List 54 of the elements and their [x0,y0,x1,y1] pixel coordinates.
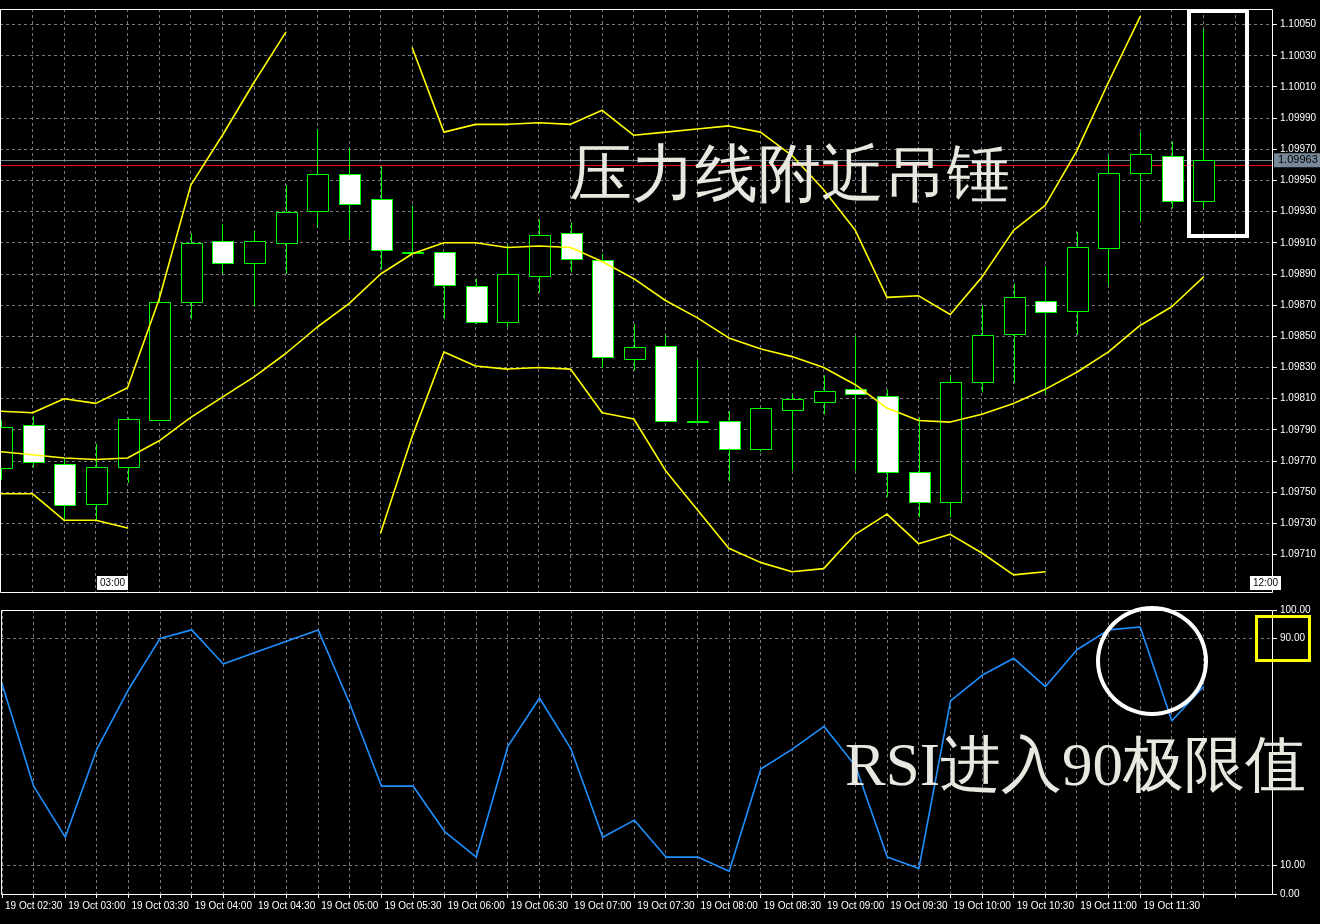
x-tick-label: 19 Oct 08:30 [763,899,822,911]
x-tick-label: 19 Oct 07:30 [637,899,696,911]
y-tick-label: 10.00 [1280,859,1306,871]
x-tick-label: 19 Oct 05:30 [384,899,443,911]
x-tick-label: 19 Oct 09:00 [827,899,885,911]
candlestick [624,323,646,372]
x-tick-label: 19 Oct 07:00 [574,899,632,911]
y-tick-label: 1.09910 [1280,236,1317,248]
candlestick [1035,265,1057,395]
x-tick-label: 19 Oct 02:30 [4,899,63,911]
y-tick-label: 1.09770 [1280,454,1317,466]
y-tick-label: 1.10050 [1280,18,1317,30]
x-tick-label: 19 Oct 11:00 [1080,899,1138,911]
y-tick-label: 1.09870 [1280,298,1317,310]
candlestick [814,374,836,415]
x-tick-label: 19 Oct 08:00 [700,899,759,911]
y-tick-label: 100.00 [1280,603,1312,615]
x-tick-label: 19 Oct 04:30 [257,899,316,911]
x-tick-label: 19 Oct 04:00 [194,899,253,911]
y-tick-label: 1.10010 [1280,80,1317,92]
candlestick [845,335,867,471]
y-tick-label: 1.09990 [1280,111,1317,123]
y-tick-label: 1.09970 [1280,143,1317,155]
candlestick [402,204,424,255]
candlestick [782,393,804,471]
x-tick-label: 19 Oct 11:30 [1143,899,1201,911]
y-tick-label: 1.09830 [1280,361,1317,373]
candlestick [1130,131,1152,222]
y-tick-label: 1.09750 [1280,485,1317,497]
x-tick-label: 19 Oct 10:30 [1016,899,1075,911]
y-tick-label: 1.09950 [1280,174,1317,186]
y-tick-label: 1.10030 [1280,49,1317,61]
y-tick-label: 1.09790 [1280,423,1317,435]
candlestick [244,229,266,308]
x-tick-label: 19 Oct 03:30 [131,899,190,911]
x-tick-label: 19 Oct 06:30 [510,899,569,911]
y-tick-label: 1.09850 [1280,330,1317,342]
text: 12:00 [1253,576,1279,588]
ref-line-label: 1.09963 [1278,153,1318,166]
candlestick [687,359,709,423]
annotation: 03:00 [100,576,126,588]
y-tick-label: 0.00 [1280,887,1300,899]
y-tick-label: 1.09890 [1280,267,1317,279]
x-tick-label: 19 Oct 06:00 [447,899,506,911]
candlestick [212,223,234,275]
y-tick-label: 1.09810 [1280,392,1317,404]
y-tick-label: 90.00 [1280,632,1306,644]
y-tick-label: 1.09930 [1280,205,1317,217]
x-tick-label: 19 Oct 10:00 [953,899,1012,911]
y-tick-label: 1.09710 [1280,548,1317,560]
x-tick-label: 19 Oct 05:00 [321,899,379,911]
x-tick-label: 19 Oct 03:00 [68,899,126,911]
y-tick-label: 1.09730 [1280,517,1317,529]
x-tick-label: 19 Oct 09:30 [890,899,948,911]
